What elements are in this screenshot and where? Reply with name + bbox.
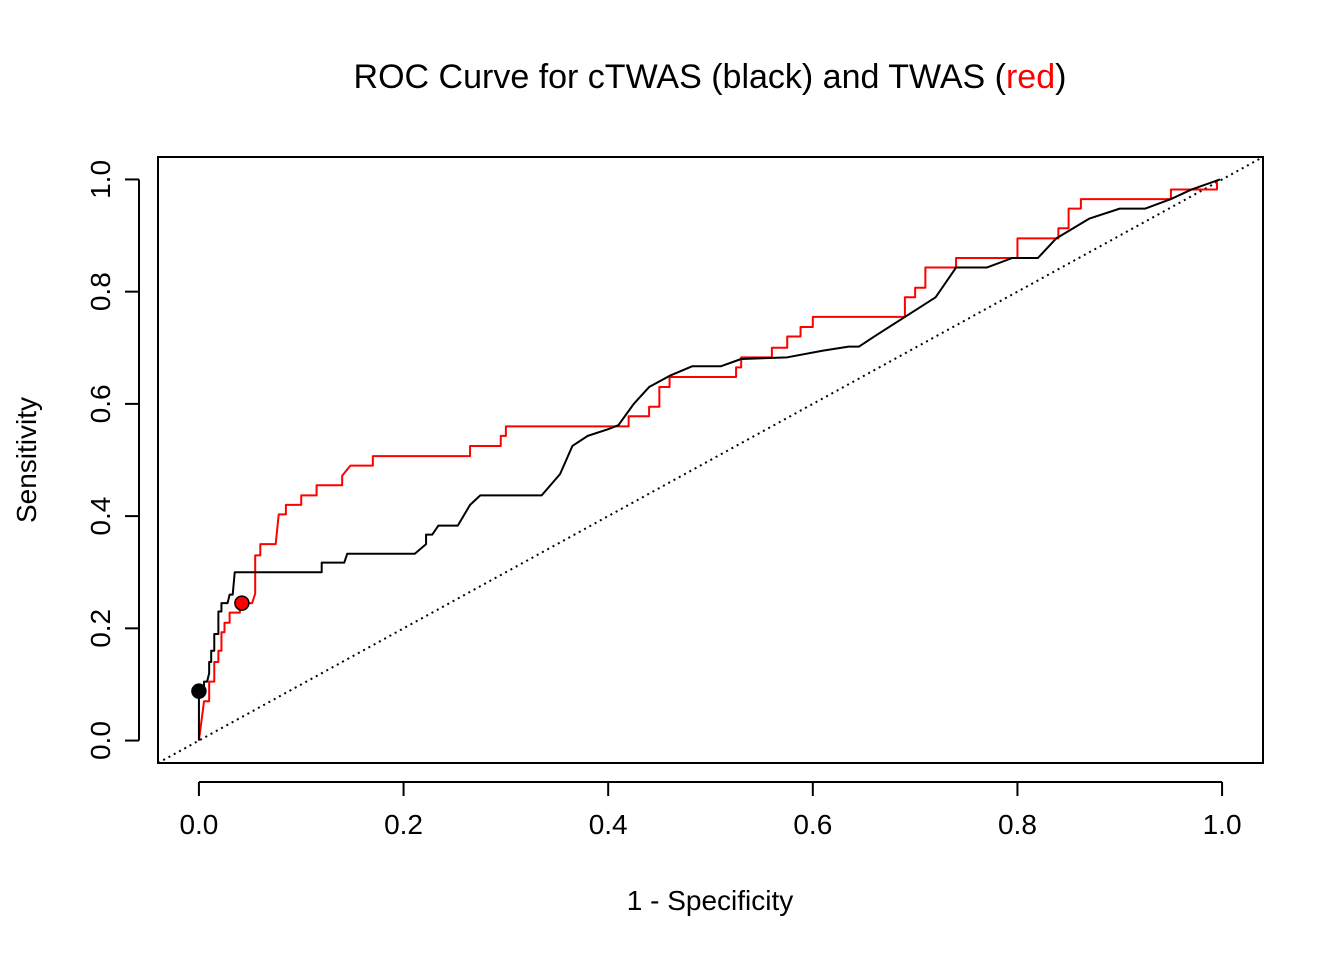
x-tick-label-2: 0.4 (589, 809, 628, 840)
plot-area (158, 157, 1263, 763)
y-axis-title: Sensitivity (11, 397, 42, 523)
y-tick-label-4: 0.8 (85, 272, 116, 311)
y-tick-label-3: 0.6 (85, 384, 116, 423)
series-line-twas (197, 179, 1218, 741)
title-part-2: ) (1055, 58, 1066, 96)
title-part-1: red (1006, 58, 1055, 96)
marker-ctwas (191, 683, 207, 699)
x-axis-title: 1 - Specificity (627, 885, 794, 916)
x-tick-label-3: 0.6 (793, 809, 832, 840)
x-tick-label-1: 0.2 (384, 809, 423, 840)
series-line-ctwas (197, 178, 1221, 741)
y-tick-label-5: 1.0 (85, 160, 116, 199)
y-tick-label-1: 0.2 (85, 609, 116, 648)
y-tick-label-0: 0.0 (85, 721, 116, 760)
chart-title: ROC Curve for cTWAS (black) and TWAS (re… (354, 58, 1067, 96)
plot-border (157, 156, 1264, 764)
x-tick-label-4: 0.8 (998, 809, 1037, 840)
x-tick-label-5: 1.0 (1203, 809, 1242, 840)
marker-twas (234, 595, 250, 611)
reference-diagonal-line (158, 157, 1263, 763)
title-part-0: ROC Curve for cTWAS (black) and TWAS ( (354, 58, 1007, 96)
axes: 0.0 0.2 0.4 0.6 0.8 1.0 0.0 0.2 0.4 0.6 0.8 1.0 (85, 156, 1264, 840)
x-tick-label-0: 0.0 (179, 809, 218, 840)
y-tick-label-2: 0.4 (85, 497, 116, 536)
